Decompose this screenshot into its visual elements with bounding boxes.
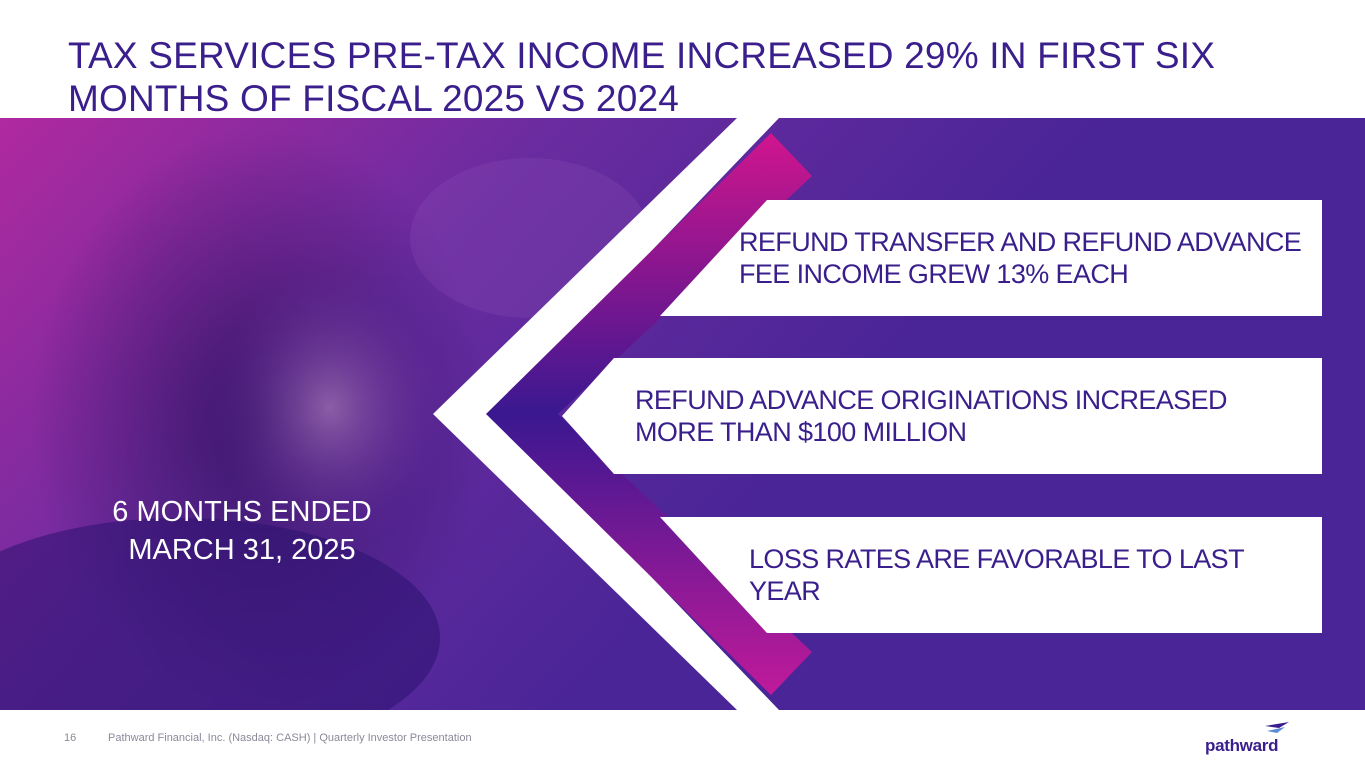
logo-mark-icon [1265,722,1289,733]
page-number: 16 [64,732,77,744]
highlight-text-2: REFUND ADVANCE ORIGINATIONS INCREASED MO… [635,385,1227,447]
highlight-text-3: LOSS RATES ARE FAVORABLE TO LAST YEAR [749,544,1245,606]
gradient-chevron-shape [486,133,812,695]
slide-title: TAX SERVICES PRE-TAX INCOME INCREASED 29… [68,35,1216,119]
period-line-2: MARCH 31, 2025 [128,534,356,566]
highlight-box-1: REFUND TRANSFER AND REFUND ADVANCE FEE I… [660,200,1322,316]
highlight-box-2: REFUND ADVANCE ORIGINATIONS INCREASED MO… [562,358,1322,474]
hero-banner: 6 MONTHS ENDED MARCH 31, 2025 REFUND TRA… [0,118,1365,710]
period-label: 6 MONTHS ENDED MARCH 31, 2025 [82,493,402,569]
footer-text: Pathward Financial, Inc. (Nasdaq: CASH) … [108,732,472,744]
highlight-box-3: LOSS RATES ARE FAVORABLE TO LAST YEAR [660,517,1322,633]
pathward-logo: pathward [1205,722,1295,756]
highlight-text-1: REFUND TRANSFER AND REFUND ADVANCE FEE I… [739,227,1302,289]
period-line-1: 6 MONTHS ENDED [112,496,372,528]
logo-text: pathward [1205,736,1279,755]
photo-of-smiling-woman [0,128,650,710]
